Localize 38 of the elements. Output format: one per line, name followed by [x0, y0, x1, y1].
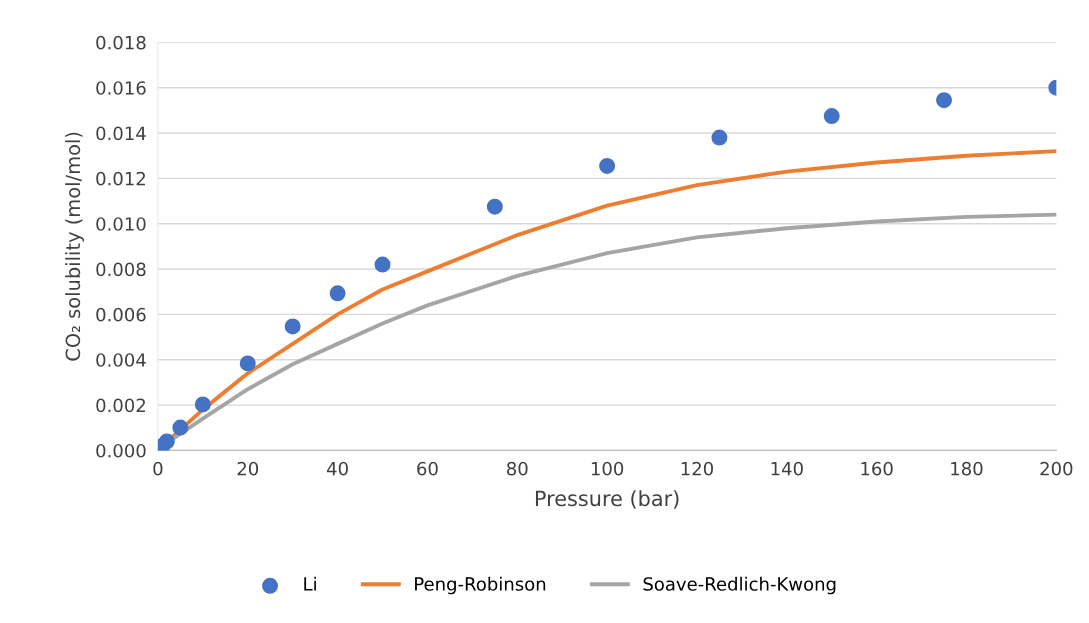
y-tick-label: 0.008 [96, 262, 146, 277]
point [374, 256, 391, 273]
x-tick-label: 180 [951, 461, 983, 476]
y-tick-label: 0.012 [96, 171, 145, 186]
x-tick-label: 100 [591, 461, 624, 476]
point [936, 92, 953, 109]
x-tick-label: 0 [153, 461, 163, 476]
point [486, 198, 503, 215]
legend-label: Soave-Redlich-Kwong [643, 576, 836, 595]
point [239, 355, 256, 372]
point [329, 285, 346, 302]
x-axis-title: Pressure (bar) [535, 490, 679, 509]
y-axis-title: CO₂ solubility (mol/mol) [65, 132, 84, 361]
point [194, 396, 211, 413]
x-tick-label: 60 [417, 461, 438, 476]
x-tick-label: 140 [771, 461, 803, 476]
x-tick-label: 20 [237, 461, 259, 476]
legend-label: Peng-Robinson [415, 576, 546, 595]
legend-label: Li [304, 576, 316, 591]
x-tick-label: 40 [326, 461, 348, 476]
point [599, 157, 616, 174]
y-tick-label: 0.014 [96, 126, 146, 141]
y-tick-label: 0.002 [96, 398, 145, 413]
x-tick-label: 80 [507, 461, 528, 476]
point [284, 318, 301, 335]
y-tick-label: 0.010 [96, 217, 146, 231]
y-tick-label: 0.004 [96, 353, 146, 367]
y-tick-label: 0.000 [96, 443, 146, 458]
point [711, 129, 728, 146]
point [172, 419, 189, 436]
x-tick-label: 160 [861, 461, 893, 476]
point [823, 108, 840, 125]
x-tick-label: 200 [1040, 461, 1073, 476]
point [158, 433, 175, 450]
y-tick-label: 0.018 [96, 35, 146, 50]
y-tick-label: 0.016 [96, 81, 146, 95]
x-tick-label: 120 [681, 461, 713, 476]
y-tick-label: 0.006 [96, 307, 146, 322]
